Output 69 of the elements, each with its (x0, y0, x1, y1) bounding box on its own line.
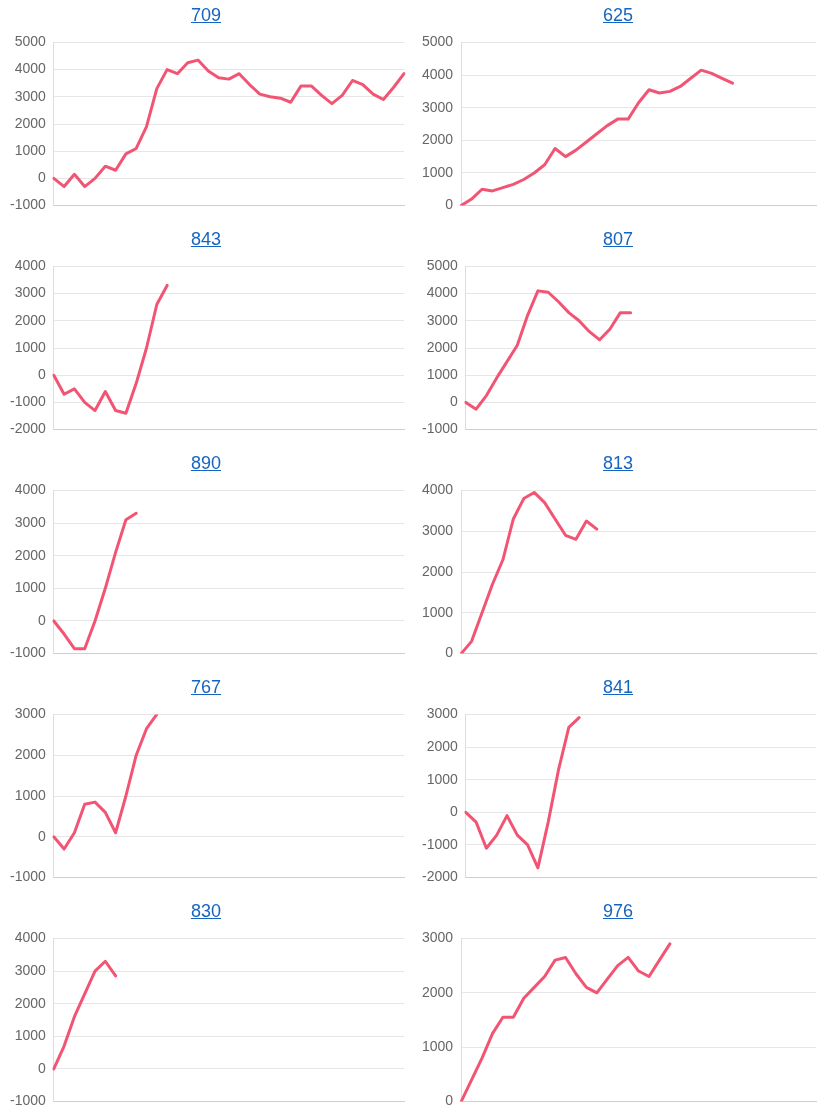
chart-title: 843 (189, 228, 222, 250)
y-tick-label: 0 (445, 1092, 454, 1109)
y-tick-label: 2000 (14, 114, 47, 131)
chart-title: 841 (601, 676, 634, 698)
y-tick-label: -1000 (421, 420, 459, 437)
chart-title: 709 (189, 4, 222, 26)
y-tick-label: 1000 (421, 1038, 454, 1055)
chart-title: 807 (601, 228, 634, 250)
y-tick-label: 3000 (14, 284, 47, 301)
y-tick-label: 1000 (426, 770, 459, 787)
chart-title: 976 (601, 900, 634, 922)
y-tick-label: -1000 (9, 868, 47, 885)
y-tick-label: 3000 (421, 929, 454, 946)
y-tick-label: -1000 (421, 835, 459, 852)
y-tick-label: 0 (38, 366, 47, 383)
chart-title: 767 (189, 676, 222, 698)
chart-title: 625 (601, 4, 634, 26)
y-tick-label: 3000 (14, 961, 47, 978)
y-tick-label: 5000 (14, 33, 47, 50)
y-tick-label: 4000 (14, 481, 47, 498)
y-tick-label: 2000 (421, 983, 454, 1000)
y-tick-label: -1000 (9, 1092, 47, 1109)
y-tick-label: 0 (450, 803, 459, 820)
y-tick-label: 0 (38, 827, 47, 844)
y-tick-label: 0 (38, 611, 47, 628)
y-tick-label: -1000 (9, 644, 47, 661)
chart-title: 890 (189, 452, 222, 474)
y-tick-label: 1000 (421, 163, 454, 180)
y-tick-label: -2000 (421, 868, 459, 885)
y-tick-label: 4000 (14, 60, 47, 77)
y-tick-label: 4000 (421, 481, 454, 498)
chart-title: 830 (189, 900, 222, 922)
y-tick-label: 3000 (426, 705, 459, 722)
y-tick-label: 0 (445, 644, 454, 661)
y-tick-label: 2000 (421, 562, 454, 579)
y-tick-label: 4000 (14, 929, 47, 946)
y-tick-label: 1000 (14, 142, 47, 159)
y-tick-label: 5000 (421, 33, 454, 50)
y-tick-label: 0 (445, 196, 454, 213)
y-tick-label: 1000 (426, 366, 459, 383)
y-tick-label: 3000 (421, 522, 454, 539)
y-tick-label: 2000 (14, 746, 47, 763)
y-tick-label: 4000 (14, 257, 47, 274)
y-tick-label: -1000 (9, 196, 47, 213)
y-tick-label: 2000 (426, 338, 459, 355)
y-tick-label: 1000 (14, 1027, 47, 1044)
y-tick-label: 3000 (14, 513, 47, 530)
y-tick-label: 0 (450, 393, 459, 410)
y-tick-label: 0 (38, 169, 47, 186)
y-tick-label: 1000 (14, 338, 47, 355)
y-tick-label: 2000 (14, 311, 47, 328)
y-tick-label: -1000 (9, 393, 47, 410)
y-tick-label: 5000 (426, 257, 459, 274)
y-tick-label: 3000 (421, 98, 454, 115)
y-tick-label: 4000 (421, 65, 454, 82)
y-tick-label: 2000 (14, 546, 47, 563)
chart-title: 813 (601, 452, 634, 474)
y-tick-label: -2000 (9, 420, 47, 437)
y-tick-label: 2000 (426, 737, 459, 754)
y-tick-label: 2000 (421, 131, 454, 148)
y-tick-label: 0 (38, 1059, 47, 1076)
y-tick-label: 3000 (14, 87, 47, 104)
y-tick-label: 2000 (14, 994, 47, 1011)
y-tick-label: 1000 (14, 579, 47, 596)
y-tick-label: 3000 (14, 705, 47, 722)
y-tick-label: 1000 (421, 603, 454, 620)
y-tick-label: 4000 (426, 284, 459, 301)
y-tick-label: 1000 (14, 786, 47, 803)
y-tick-label: 3000 (426, 311, 459, 328)
